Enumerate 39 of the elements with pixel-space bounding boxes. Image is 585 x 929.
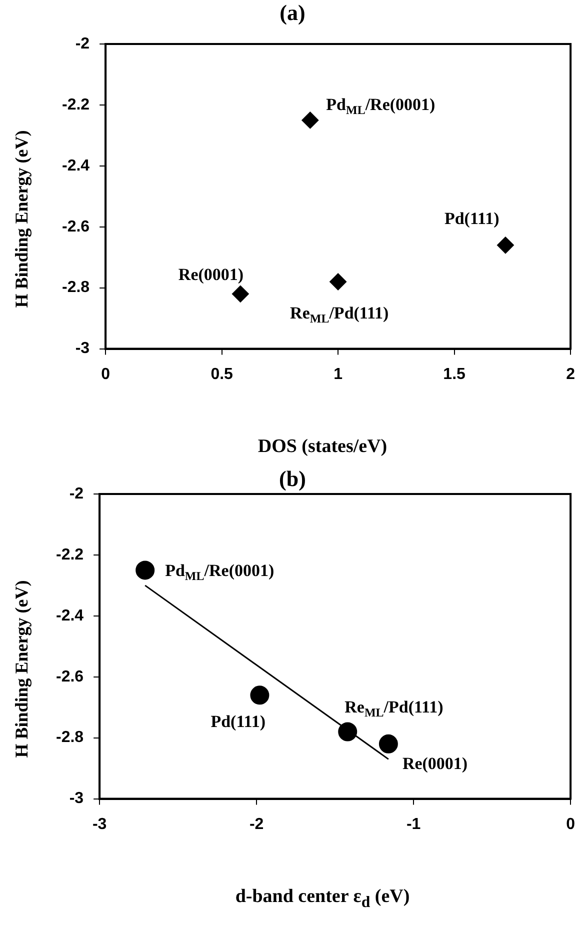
y-tick-label: -2	[75, 35, 90, 52]
y-tick-label: -2.2	[62, 96, 90, 114]
x-tick-label: 0	[566, 816, 576, 833]
y-tick-label: -3	[69, 790, 84, 808]
point	[330, 273, 347, 290]
y-tick-label: -2.8	[56, 729, 84, 746]
y-tick-label: -2.6	[62, 218, 90, 236]
x-tick-label: 2	[566, 366, 576, 383]
point	[232, 285, 249, 302]
y-tick-label: -3	[75, 340, 90, 358]
point	[378, 734, 398, 754]
point	[338, 722, 358, 742]
x-tick-label: 0.5	[210, 366, 234, 383]
x-tick-label: -1	[406, 816, 421, 833]
annotation: Re(0001)	[402, 754, 468, 773]
chart-title: (a)	[278, 0, 306, 26]
y-tick-label: -2.4	[62, 157, 90, 174]
y-tick-label: -2.4	[56, 607, 84, 624]
annotation: Pd(111)	[210, 712, 266, 732]
x-axis-title: DOS (states/eV)	[256, 436, 388, 458]
x-tick-label: 1.5	[443, 366, 466, 383]
x-tick-label: -3	[92, 816, 107, 833]
x-tick-label: 1	[334, 366, 343, 383]
annotation: Re(0001)	[178, 264, 244, 284]
y-tick-label: -2	[69, 485, 84, 502]
annotation: Pd(111)	[444, 209, 500, 228]
y-axis-title: H Binding Energy (eV)	[12, 580, 32, 758]
point	[136, 560, 155, 580]
y-axis-title: H Binding Energy (eV)	[12, 130, 32, 308]
x-tick-label: 0	[101, 366, 110, 383]
point	[302, 112, 319, 129]
point	[496, 236, 514, 254]
chart-title: (b)	[279, 466, 306, 491]
x-axis-title: d-band center ε$_{d}$ (eV)	[234, 886, 411, 912]
y-tick-label: -2.2	[56, 546, 84, 564]
x-tick-label: -2	[249, 816, 264, 833]
point	[250, 686, 270, 705]
y-tick-label: -2.6	[56, 668, 84, 686]
y-tick-label: -2.8	[62, 279, 90, 296]
